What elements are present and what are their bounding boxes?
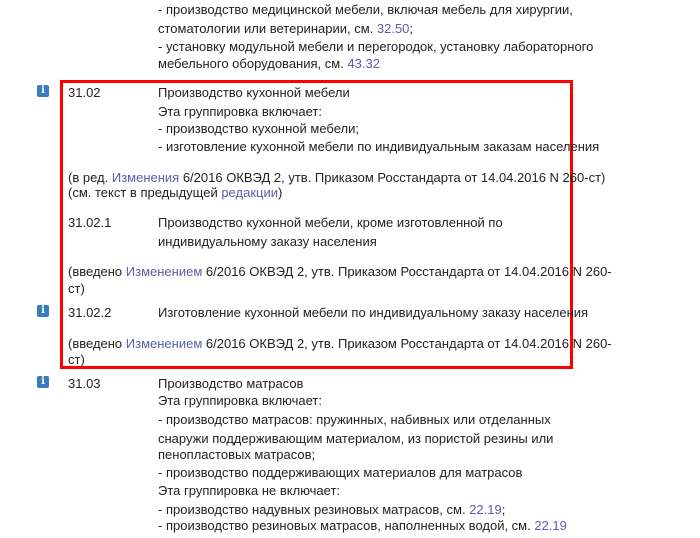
section-title: Производство матрасов xyxy=(158,376,304,391)
text-line: - производство надувных резиновых матрас… xyxy=(158,501,505,519)
text-line: - производство матрасов: пружинных, наби… xyxy=(158,412,551,427)
text-line: - производство поддерживающих материалов… xyxy=(158,465,523,480)
code-31-02-2: 31.02.2 xyxy=(68,305,112,320)
text: стоматологии или ветеринарии, см. xyxy=(158,21,377,36)
text: 6/2016 ОКВЭД 2, утв. Приказом Росстандар… xyxy=(202,264,612,279)
edition-link[interactable]: редакции xyxy=(221,185,278,200)
text-line: мебельного оборудования, см. 43.32 xyxy=(158,55,380,73)
text-line: ст) xyxy=(68,352,85,367)
amendment-link[interactable]: Изменения xyxy=(111,170,180,185)
amendment-link[interactable]: Изменением xyxy=(125,336,203,351)
info-icon[interactable]: i xyxy=(37,376,49,388)
text-line: стоматологии или ветеринарии, см. 32.50; xyxy=(158,20,413,38)
amendment-link[interactable]: Изменением xyxy=(125,264,203,279)
code-31-02: 31.02 xyxy=(68,85,101,100)
text-line: - производство резиновых матрасов, напол… xyxy=(158,517,567,535)
text-line: - производство кухонной мебели; xyxy=(158,121,359,136)
info-icon[interactable]: i xyxy=(37,85,49,97)
text: (введено xyxy=(68,336,126,351)
text: мебельного оборудования, см. xyxy=(158,56,348,71)
link-22-19[interactable]: 22.19 xyxy=(534,518,567,533)
text: 6/2016 ОКВЭД 2, утв. Приказом Росстандар… xyxy=(202,336,612,351)
section-title: Производство кухонной мебели, кроме изго… xyxy=(158,215,503,230)
text-line: Эта группировка включает: xyxy=(158,104,322,119)
text: 6/2016 ОКВЭД 2, утв. Приказом Росстандар… xyxy=(179,170,606,185)
text-line: пенопластовых матрасов; xyxy=(158,447,316,462)
info-icon[interactable]: i xyxy=(37,305,49,317)
section-title: индивидуальному заказу населения xyxy=(158,234,377,249)
section-title: Изготовление кухонной мебели по индивиду… xyxy=(158,305,589,320)
amendment-note: (введено Изменением 6/2016 ОКВЭД 2, утв.… xyxy=(68,263,612,281)
text: ) xyxy=(277,185,283,200)
previous-edition-note: (см. текст в предыдущей редакции) xyxy=(68,184,282,202)
text: (в ред. xyxy=(68,170,112,185)
text-line: - установку модульной мебели и перегород… xyxy=(158,39,594,54)
code-31-03: 31.03 xyxy=(68,376,101,391)
link-22-19[interactable]: 22.19 xyxy=(469,502,502,517)
text-line: снаружи поддерживающим материалом, из по… xyxy=(158,431,554,446)
text-line: - изготовление кухонной мебели по индиви… xyxy=(158,139,600,154)
amendment-note: (в ред. Изменения 6/2016 ОКВЭД 2, утв. П… xyxy=(68,169,605,187)
text-line: Эта группировка не включает: xyxy=(158,483,341,498)
text: - производство резиновых матрасов, напол… xyxy=(158,518,535,533)
text-line: - производство медицинской мебели, включ… xyxy=(158,2,573,17)
text: ; xyxy=(501,502,506,517)
section-title: Производство кухонной мебели xyxy=(158,85,350,100)
text: ; xyxy=(409,21,414,36)
highlight-box xyxy=(60,80,573,369)
text: - производство надувных резиновых матрас… xyxy=(158,502,470,517)
text-line: ст) xyxy=(68,281,85,296)
text: (введено xyxy=(68,264,126,279)
text: (см. текст в предыдущей xyxy=(68,185,222,200)
amendment-note: (введено Изменением 6/2016 ОКВЭД 2, утв.… xyxy=(68,335,612,353)
text-line: Эта группировка включает: xyxy=(158,393,322,408)
link-43-32[interactable]: 43.32 xyxy=(347,56,380,71)
code-31-02-1: 31.02.1 xyxy=(68,215,112,230)
link-32-50[interactable]: 32.50 xyxy=(376,21,410,36)
